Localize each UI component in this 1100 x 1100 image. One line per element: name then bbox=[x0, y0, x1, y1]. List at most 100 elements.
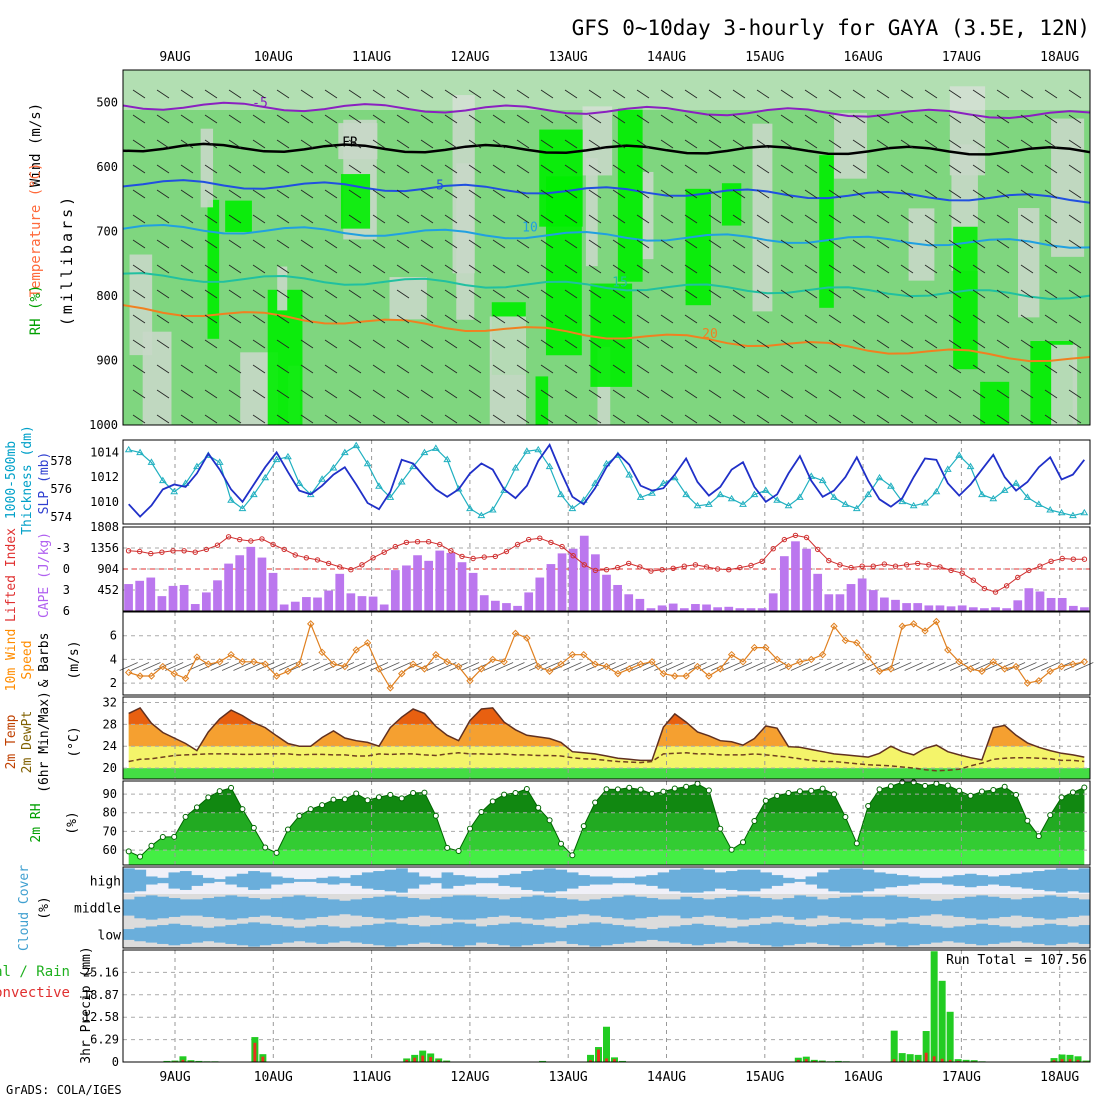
wind-barb bbox=[252, 264, 266, 274]
wind-speed-point bbox=[375, 665, 383, 673]
wind-barb bbox=[1068, 189, 1082, 199]
cape-bar bbox=[657, 605, 667, 611]
wind-barb bbox=[924, 314, 938, 324]
cloud-cell bbox=[839, 868, 852, 893]
li-point bbox=[837, 562, 843, 568]
wind-barb bbox=[276, 239, 290, 249]
cloud-cell bbox=[248, 898, 260, 917]
wind-barb bbox=[564, 189, 578, 199]
wind-barb bbox=[636, 289, 650, 299]
wind-barb bbox=[612, 414, 626, 424]
wind-barb bbox=[420, 189, 434, 199]
rh-point bbox=[1081, 784, 1088, 791]
thickness-point bbox=[648, 489, 656, 496]
wind-barb bbox=[438, 662, 457, 671]
cloud-cell bbox=[282, 926, 295, 943]
cloud-cell bbox=[851, 895, 863, 920]
wind-barb bbox=[276, 389, 290, 399]
wind-barb bbox=[813, 662, 832, 671]
rh-patch bbox=[267, 289, 303, 425]
wind-barb bbox=[228, 289, 242, 299]
thickness-point bbox=[818, 476, 827, 484]
wind-barb bbox=[852, 414, 866, 424]
wind-barb bbox=[132, 114, 146, 124]
wind-barb bbox=[1068, 414, 1082, 424]
wind-tick-label: 6 bbox=[110, 629, 117, 643]
rh-point bbox=[319, 802, 326, 809]
thickness-point bbox=[261, 473, 270, 481]
thickness-point bbox=[568, 504, 577, 512]
cloud-cell bbox=[578, 923, 590, 946]
wind-barb bbox=[347, 662, 366, 671]
rh-point bbox=[660, 788, 667, 795]
wind-barb bbox=[996, 114, 1010, 124]
wind-barb bbox=[996, 239, 1010, 249]
precip-total-bar bbox=[539, 1060, 547, 1062]
wind-barb bbox=[924, 414, 938, 424]
cloud-cell bbox=[589, 922, 602, 947]
cloud-cell bbox=[157, 896, 169, 919]
li-point bbox=[1059, 555, 1065, 562]
precip-convective-bar bbox=[437, 1059, 441, 1062]
thickness-tick-label: 578 bbox=[50, 454, 72, 468]
wind-barb bbox=[948, 414, 962, 424]
wind-barb bbox=[828, 339, 842, 349]
wind-barb bbox=[540, 114, 554, 124]
wind-barb bbox=[540, 214, 554, 224]
cape-bar bbox=[779, 556, 789, 611]
precip-total-bar bbox=[946, 1011, 954, 1062]
cloud-cell bbox=[566, 872, 579, 889]
wind-speed-point bbox=[625, 665, 633, 673]
wind-barb bbox=[252, 389, 266, 399]
cape-bar bbox=[402, 565, 411, 611]
wind-barb bbox=[372, 264, 386, 274]
wind-barb bbox=[372, 364, 386, 374]
wind-barb bbox=[468, 339, 482, 349]
wind-barb bbox=[517, 662, 537, 671]
wind-barb bbox=[1020, 139, 1034, 149]
cloud-cell bbox=[942, 876, 954, 885]
cape-bar bbox=[413, 555, 422, 611]
wind-speed-point bbox=[955, 658, 963, 666]
precip-total-bar bbox=[922, 1031, 930, 1062]
cloud-cell bbox=[168, 898, 181, 917]
cape-bar bbox=[468, 572, 478, 611]
cape-bar bbox=[768, 593, 778, 611]
wind-barb bbox=[804, 214, 818, 224]
rh-point bbox=[137, 853, 144, 860]
precip-convective-bar bbox=[421, 1055, 425, 1062]
credit-label: GrADS: COLA/IGES bbox=[6, 1083, 122, 1097]
cape-bar bbox=[702, 604, 711, 611]
cape-bar bbox=[613, 584, 622, 611]
wind10m-panel: 2 4 6 bbox=[110, 611, 1094, 696]
wind-barb bbox=[612, 339, 626, 349]
wind-barb bbox=[1020, 389, 1034, 399]
wind-speed-point bbox=[363, 639, 372, 647]
thickness-point bbox=[1080, 508, 1089, 516]
thickness-point bbox=[909, 501, 918, 509]
wind-barb bbox=[396, 264, 410, 274]
wind-barb bbox=[876, 389, 890, 399]
rh-point bbox=[478, 808, 485, 815]
wind-barb bbox=[204, 164, 218, 174]
cloud-cell bbox=[236, 896, 249, 919]
thickness-point bbox=[477, 511, 486, 519]
cape-bar bbox=[591, 554, 600, 611]
wind-barb bbox=[252, 289, 266, 299]
wind-barb bbox=[492, 364, 506, 374]
cloud-cell bbox=[123, 899, 135, 916]
wind-barb bbox=[348, 289, 362, 299]
cape-bar bbox=[513, 605, 522, 611]
cloud-cell bbox=[259, 923, 272, 946]
wind-barb bbox=[540, 289, 554, 299]
wind-barb bbox=[348, 364, 362, 374]
wind-speed-point bbox=[261, 660, 269, 668]
wind-speed-point bbox=[124, 668, 133, 677]
cape-bar bbox=[913, 603, 923, 611]
li-point bbox=[1003, 583, 1010, 589]
wind-barb bbox=[1068, 89, 1082, 99]
precip-total-bar bbox=[603, 1026, 610, 1062]
wind-barb bbox=[684, 414, 698, 424]
cloud-cell bbox=[714, 872, 727, 889]
cloud-cell bbox=[225, 876, 238, 885]
